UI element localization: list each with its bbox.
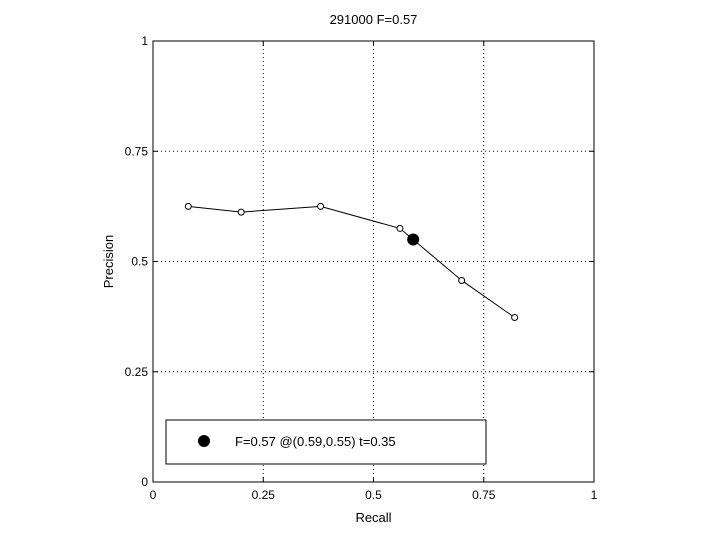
y-axis-label: Precision [101, 235, 116, 288]
legend-label: F=0.57 @(0.59,0.55) t=0.35 [235, 434, 396, 449]
data-point [511, 314, 519, 322]
series-line [188, 205, 515, 318]
legend-box [165, 419, 487, 465]
y-tick-label: 1 [141, 34, 148, 48]
y-tick-label: 0 [141, 475, 148, 489]
x-tick-label: 1 [591, 488, 598, 502]
ticks: 0 0.25 0.5 0.75 1 0 0.25 0.5 0.75 1 [125, 34, 598, 502]
legend: F=0.57 @(0.59,0.55) t=0.35 [165, 419, 487, 465]
grid-lines [153, 41, 594, 482]
x-tick-label: 0.75 [472, 488, 496, 502]
data-point [458, 276, 466, 284]
x-tick-label: 0 [150, 488, 157, 502]
y-tick-label: 0.75 [125, 144, 149, 158]
y-tick-label: 0.25 [125, 365, 149, 379]
data-point [184, 202, 192, 210]
data-point [396, 224, 404, 232]
chart-title: 291000 F=0.57 [330, 12, 418, 27]
y-tick-label: 0.5 [131, 255, 148, 269]
x-axis-label: Recall [355, 510, 391, 525]
series-layer [184, 202, 519, 322]
x-tick-label: 0.25 [252, 488, 276, 502]
data-point [317, 202, 325, 210]
data-point [237, 208, 245, 216]
legend-marker [198, 435, 210, 447]
x-tick-label: 0.5 [365, 488, 382, 502]
best-f-point [407, 233, 420, 246]
